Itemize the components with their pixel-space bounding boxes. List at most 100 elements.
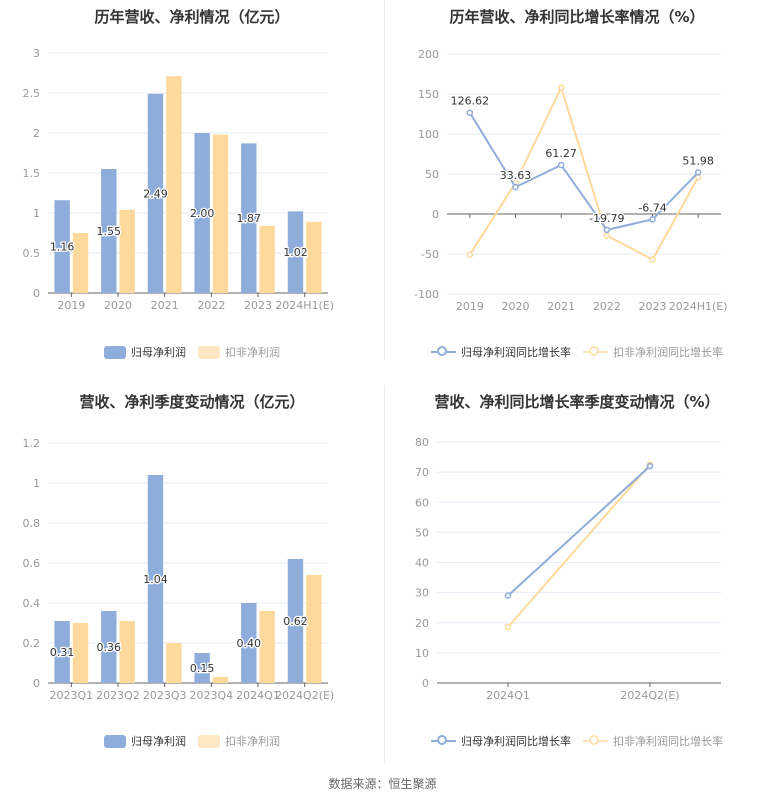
bar-deducted-net-profit[interactable] [259, 225, 275, 293]
y-tick-label: 1 [33, 207, 40, 220]
legend-item-deducted-net-profit-growth[interactable]: 扣非净利润同比增长率 [583, 733, 723, 749]
data-point[interactable] [603, 226, 611, 234]
bar-deducted-net-profit[interactable] [119, 209, 135, 293]
y-tick-label: 0.2 [23, 637, 41, 650]
bar-parent-net-profit[interactable] [241, 143, 257, 293]
y-tick-label: 0.4 [23, 597, 41, 610]
y-tick-label: 40 [415, 557, 429, 570]
bar-chart-quarterly-profit: 0 0.2 0.4 0.6 0.8 1 1.2 2023Q1 2023Q2 2023Q3 2023Q… [23, 437, 335, 702]
legend-item-parent-net-profit[interactable]: 归母净利润 [104, 733, 186, 749]
y-tick-label: -50 [421, 248, 439, 261]
bar-parent-net-profit[interactable] [194, 653, 210, 683]
y-tick-label: 1.5 [23, 167, 41, 180]
x-tick-label: 2024Q1 [236, 689, 280, 702]
y-tick-label: -100 [414, 288, 439, 301]
legend-line-blue-icon [431, 345, 456, 359]
y-tick-label: 30 [415, 587, 429, 600]
bar-parent-net-profit[interactable] [194, 133, 210, 293]
legend-swatch-orange [198, 734, 220, 748]
bar-value-label: 1.02 [283, 246, 308, 259]
point-value-label: 51.98 [682, 154, 714, 167]
panel-divider [384, 0, 385, 360]
legend-item-parent-net-profit-growth[interactable]: 归母净利润同比增长率 [431, 344, 571, 360]
bar-chart-annual-profit: 0 0.5 1 1.5 2 2.5 3 2019 2020 2021 2022 2023 2024H1(… [23, 47, 335, 312]
line-chart-quarterly-growth: 0 10 20 30 40 50 60 70 80 2024Q1 2024Q2(E) [415, 436, 721, 702]
bar-value-label: 0.31 [50, 646, 75, 659]
legend-line-orange-icon [583, 734, 608, 748]
bar-deducted-net-profit[interactable] [166, 643, 182, 683]
data-point[interactable] [694, 169, 702, 176]
x-tick-label: 2022 [197, 299, 225, 312]
data-point[interactable] [504, 623, 512, 631]
bar-parent-net-profit[interactable] [101, 169, 117, 293]
bar-deducted-net-profit[interactable] [166, 76, 182, 293]
data-point[interactable] [466, 109, 474, 116]
x-tick-label: 2019 [456, 300, 484, 313]
bar-deducted-net-profit[interactable] [72, 233, 89, 293]
legend-item-deducted-net-profit[interactable]: 扣非净利润 [198, 344, 280, 360]
y-tick-label: 2.5 [23, 87, 41, 100]
data-point[interactable] [649, 216, 656, 223]
bar-deducted-net-profit[interactable] [259, 611, 275, 683]
bar-deducted-net-profit[interactable] [212, 677, 229, 683]
x-tick-label: 2023Q1 [50, 689, 94, 702]
x-tick-label: 2022 [593, 300, 621, 313]
point-value-label: 126.62 [451, 95, 490, 108]
x-tick-label: 2024Q2(E) [620, 689, 679, 702]
x-tick-label: 2023Q4 [190, 689, 234, 702]
chart-title: 营收、净利同比增长率季度变动情况（%） [434, 393, 720, 411]
legend-item-deducted-net-profit[interactable]: 扣非净利润 [198, 733, 280, 749]
data-point[interactable] [649, 256, 656, 263]
chart-title: 历年营收、净利同比增长率情况（%） [449, 8, 705, 26]
bar-deducted-net-profit[interactable] [119, 621, 135, 683]
bar-parent-net-profit[interactable] [147, 93, 164, 293]
bar-parent-net-profit[interactable] [287, 559, 304, 683]
x-tick-label: 2024Q2(E) [275, 689, 334, 702]
y-tick-label: 150 [418, 88, 439, 101]
y-tick-label: 60 [415, 496, 429, 509]
bar-deducted-net-profit[interactable] [306, 575, 322, 683]
y-tick-label: 2 [33, 127, 40, 140]
chart-panel-quarterly-growth: 营收、净利同比增长率季度变动情况（%） 0 10 20 30 40 50 60 70 80 202… [385, 385, 765, 770]
bar-value-label: 2.00 [190, 207, 215, 220]
bar-deducted-net-profit[interactable] [72, 623, 89, 683]
bar-parent-net-profit[interactable] [54, 621, 70, 683]
legend-item-parent-net-profit-growth[interactable]: 归母净利润同比增长率 [431, 733, 571, 749]
y-tick-label: 50 [425, 168, 439, 181]
point-value-label: 33.63 [500, 169, 532, 182]
x-tick-label: 2020 [502, 300, 530, 313]
x-tick-label: 2019 [57, 299, 85, 312]
legend-item-parent-net-profit[interactable]: 归母净利润 [104, 344, 186, 360]
data-point[interactable] [646, 462, 654, 470]
line-parent-net-profit-growth [507, 465, 651, 597]
y-tick-label: 0.5 [23, 247, 41, 260]
y-tick-label: 70 [415, 466, 429, 479]
data-point[interactable] [466, 251, 474, 259]
bar-value-label: 1.04 [143, 573, 168, 586]
data-point[interactable] [603, 232, 611, 239]
chart-title: 营收、净利季度变动情况（亿元） [79, 393, 305, 411]
legend-swatch-orange [198, 345, 220, 359]
bar-parent-net-profit[interactable] [147, 475, 164, 683]
data-point[interactable] [557, 161, 565, 169]
bar-parent-net-profit[interactable] [54, 200, 70, 293]
bar-value-label: 1.87 [237, 212, 262, 225]
data-point[interactable] [557, 84, 565, 91]
chart-panel-annual-growth: 历年营收、净利同比增长率情况（%） -100 -50 0 50 100 150 200 201… [385, 0, 765, 385]
x-tick-label: 2023Q3 [143, 689, 187, 702]
y-tick-label: 0 [432, 208, 439, 221]
line-deducted-net-profit-growth [507, 463, 651, 628]
y-tick-label: 200 [418, 48, 439, 61]
bar-parent-net-profit[interactable] [101, 611, 117, 683]
y-tick-label: 1.2 [23, 437, 41, 450]
bar-parent-net-profit[interactable] [287, 211, 304, 293]
bar-parent-net-profit[interactable] [241, 603, 257, 683]
data-point[interactable] [512, 183, 519, 191]
point-value-label: 61.27 [545, 147, 577, 160]
line-chart-annual-growth: -100 -50 0 50 100 150 200 2019 2020 2021 2022 2023 2… [414, 48, 728, 313]
bar-deducted-net-profit[interactable] [212, 134, 229, 293]
bar-deducted-net-profit[interactable] [306, 221, 322, 293]
point-value-label: -19.79 [589, 212, 624, 225]
legend-item-deducted-net-profit-growth[interactable]: 扣非净利润同比增长率 [583, 344, 723, 360]
data-point[interactable] [504, 592, 512, 599]
